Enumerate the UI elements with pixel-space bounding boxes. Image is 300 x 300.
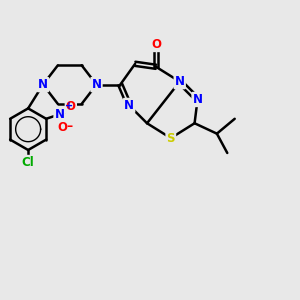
Text: N: N xyxy=(38,78,48,91)
Text: Cl: Cl xyxy=(22,156,34,169)
Text: O: O xyxy=(151,38,161,51)
Text: N: N xyxy=(92,78,101,91)
Text: N: N xyxy=(124,99,134,112)
Text: O: O xyxy=(57,121,67,134)
Text: –: – xyxy=(66,120,73,134)
Text: S: S xyxy=(167,132,175,145)
Text: N: N xyxy=(175,75,185,88)
Text: +: + xyxy=(65,101,73,111)
Text: O: O xyxy=(66,100,76,112)
Text: N: N xyxy=(193,93,202,106)
Text: N: N xyxy=(55,108,64,121)
